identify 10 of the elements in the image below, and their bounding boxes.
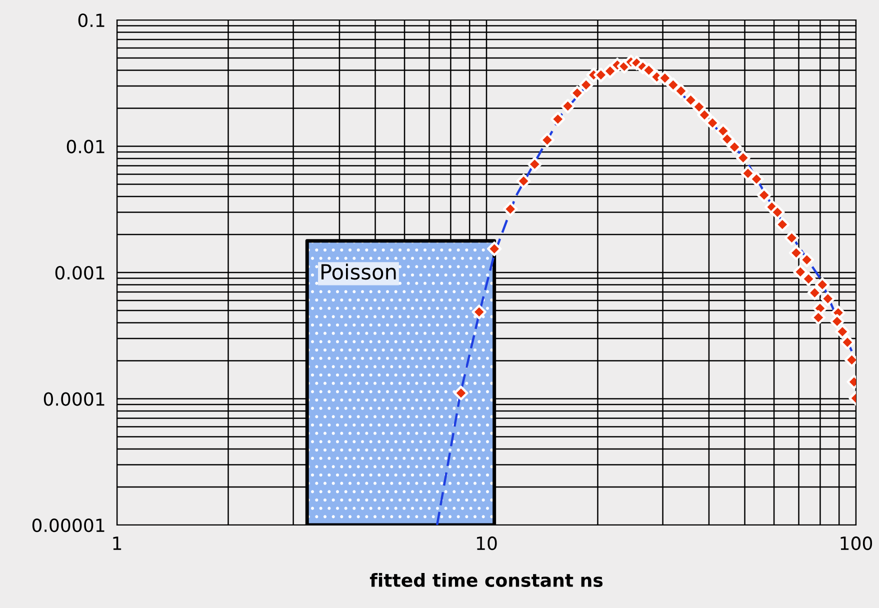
y-tick-label: 0.01 [66,140,104,154]
x-tick-label: 100 [840,536,872,550]
y-tick-label: 0.0001 [44,392,104,406]
series-label: Poisson [322,264,396,280]
y-tick-label: 0.00001 [32,518,104,532]
x-tick-label: 1 [113,536,122,550]
x-tick-label: 10 [476,536,497,550]
y-tick-label: 0.1 [78,13,104,28]
y-tick-label: 0.001 [55,266,104,280]
x-axis-title: fitted time constant ns [370,573,603,588]
